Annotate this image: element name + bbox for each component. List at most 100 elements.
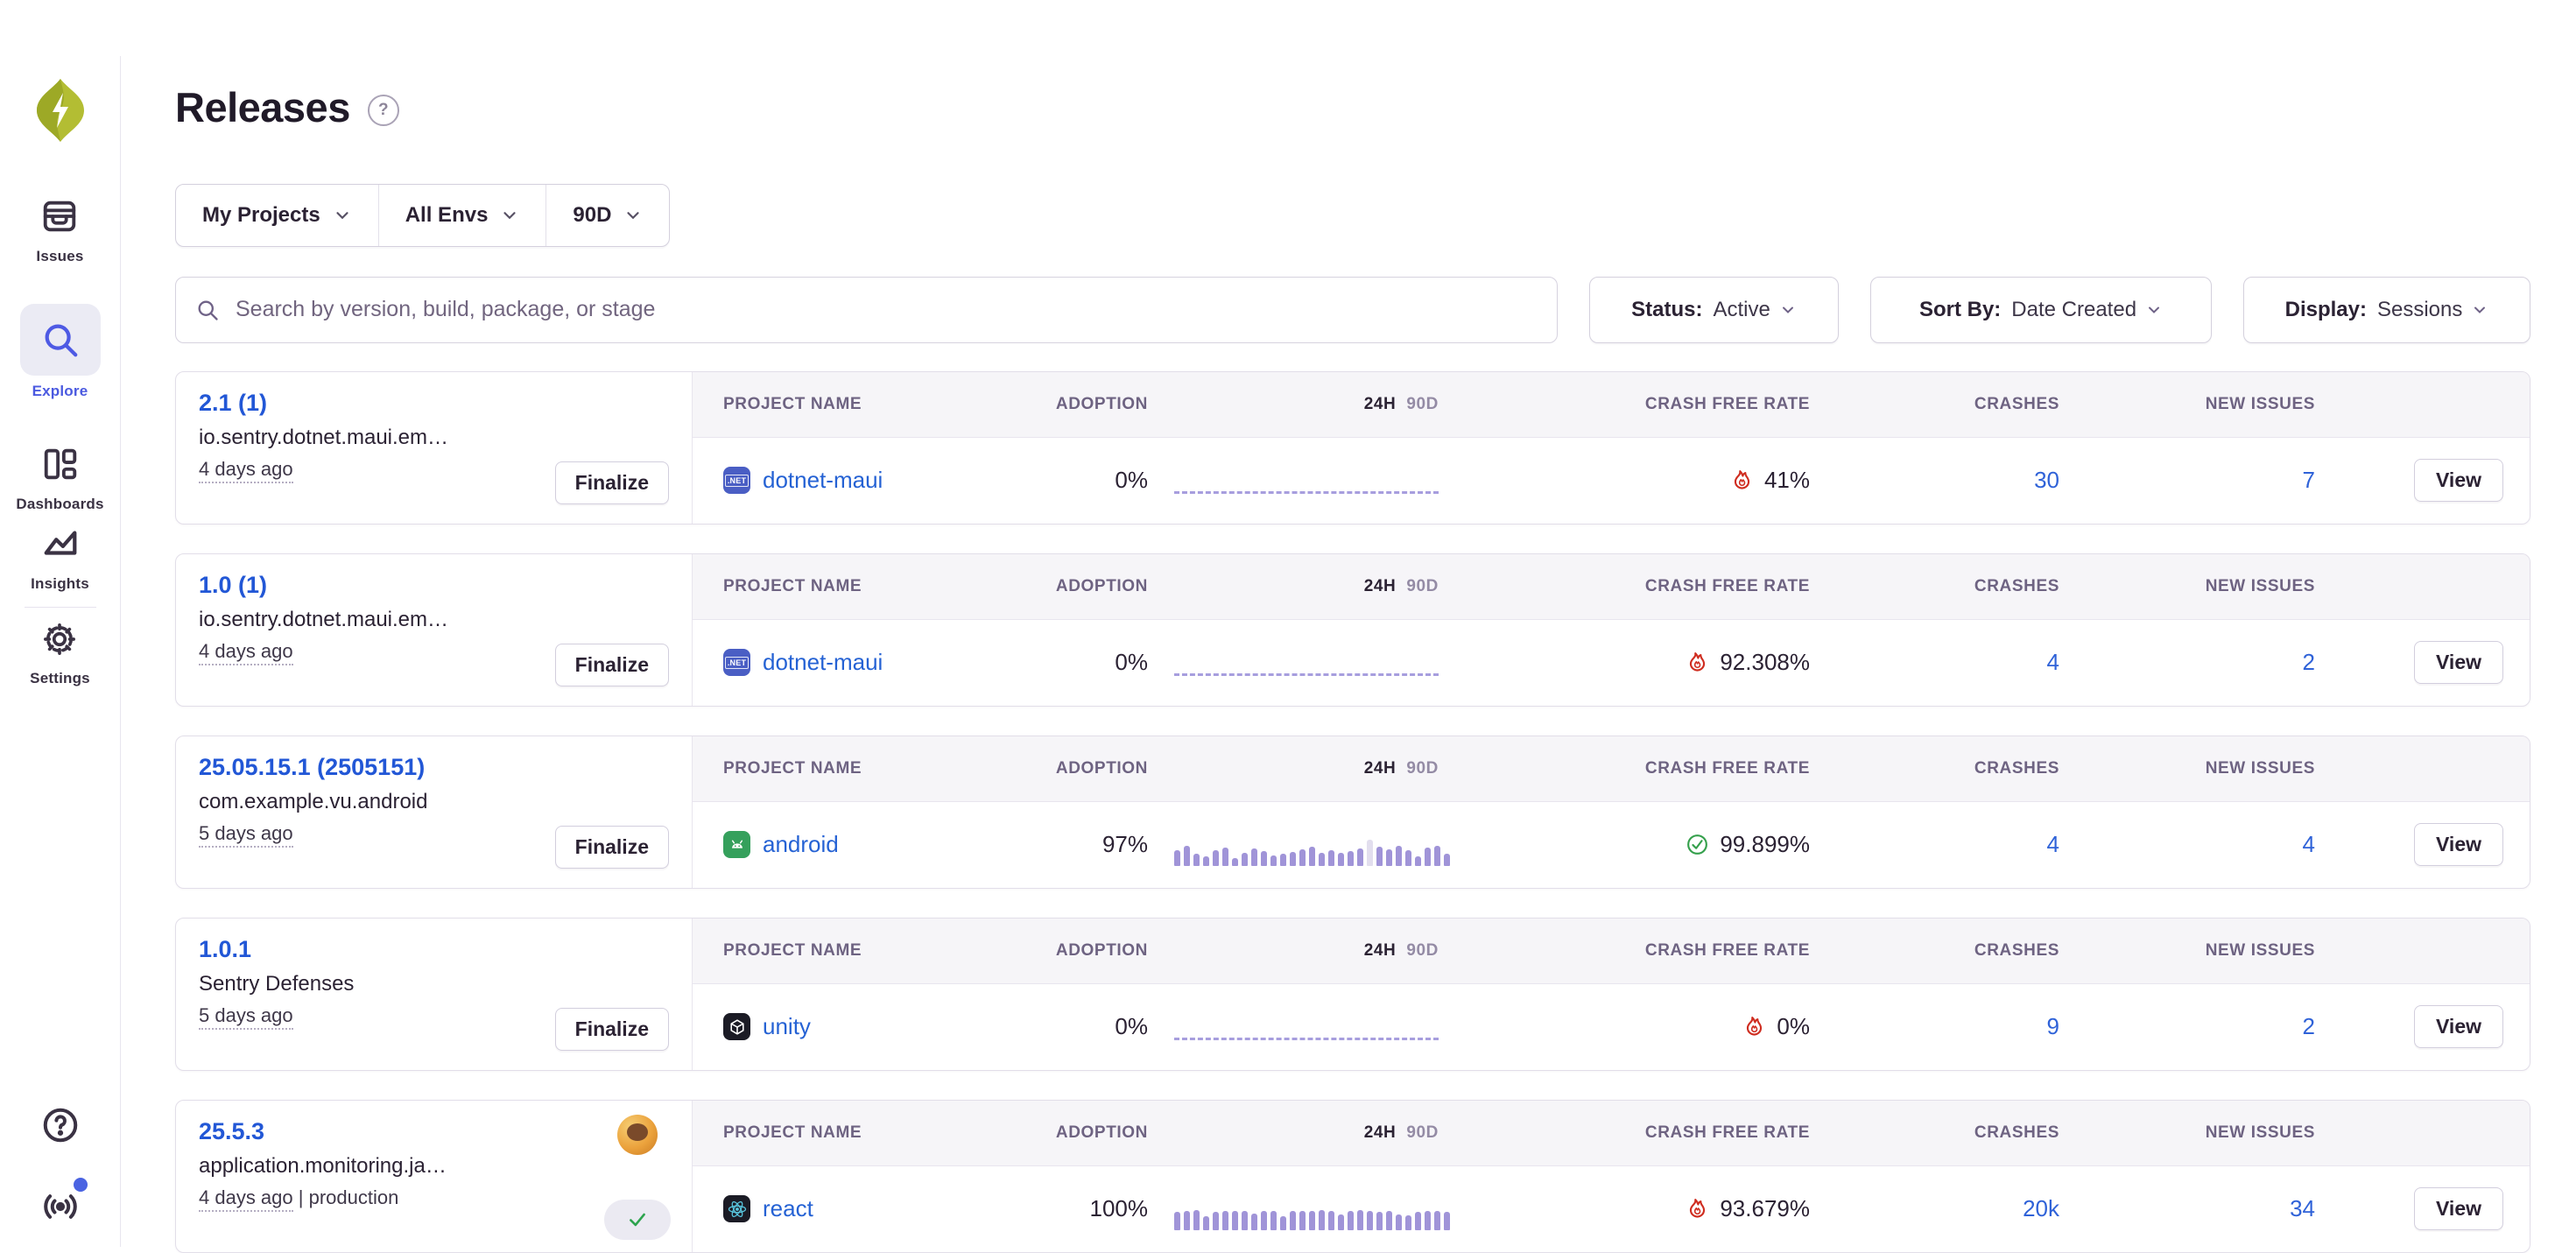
project-link[interactable]: dotnet-maui — [763, 467, 883, 494]
view-button[interactable]: View — [2414, 1187, 2503, 1231]
view-button[interactable]: View — [2414, 641, 2503, 685]
view-button[interactable]: View — [2414, 1005, 2503, 1049]
new-issues-count-link[interactable]: 2 — [2302, 649, 2315, 676]
fire-icon — [1690, 652, 1706, 672]
project-link[interactable]: dotnet-maui — [763, 649, 883, 676]
crashes-count-link[interactable]: 4 — [2046, 649, 2059, 676]
toggle-24h[interactable]: 24H — [1363, 576, 1397, 595]
status-dropdown[interactable]: Status: Active — [1589, 276, 1839, 343]
chevron-down-icon — [503, 212, 517, 220]
crashes-count-link[interactable]: 4 — [2046, 831, 2059, 858]
project-platform-icon: .NET — [723, 1195, 750, 1223]
release-summary: 2.1 (1) io.sentry.dotnet.maui.em… 4 days… — [176, 371, 693, 524]
sidebar-item-dashboards[interactable]: Dashboards — [16, 444, 103, 513]
project-link[interactable]: react — [763, 1195, 813, 1222]
search-input[interactable] — [234, 296, 1538, 324]
col-timerange-toggle: 24H 90D — [1162, 395, 1451, 414]
crash-free-value: 92.308% — [1720, 649, 1810, 676]
release-summary: 1.0.1 Sentry Defenses 5 days ago Finaliz… — [176, 918, 693, 1070]
col-crash-free-rate: CRASH FREE RATE — [1644, 576, 1810, 595]
new-issues-count-link[interactable]: 34 — [2290, 1195, 2315, 1222]
release-version-link[interactable]: 25.5.3 — [199, 1117, 265, 1144]
col-timerange-toggle: 24H 90D — [1162, 1123, 1451, 1143]
project-link[interactable]: android — [763, 831, 839, 858]
toggle-90d[interactable]: 90D — [1406, 940, 1439, 960]
release-version-link[interactable]: 1.0 (1) — [199, 571, 268, 598]
toggle-90d[interactable]: 90D — [1406, 394, 1439, 413]
crashes-count-link[interactable]: 20k — [2023, 1195, 2059, 1222]
view-button[interactable]: View — [2414, 459, 2503, 503]
adoption-sparkline — [1162, 831, 1451, 866]
project-link[interactable]: unity — [763, 1013, 811, 1040]
sidebar-item-settings[interactable]: Settings — [30, 620, 90, 687]
projects-filter-dropdown[interactable]: My Projects — [176, 185, 378, 246]
view-button[interactable]: View — [2414, 823, 2503, 867]
chevron-down-icon — [627, 212, 640, 220]
release-package: Sentry Defenses — [199, 971, 355, 996]
toggle-24h[interactable]: 24H — [1363, 394, 1397, 413]
col-new-issues: NEW ISSUES — [2205, 940, 2315, 960]
sidebar-item-explore[interactable]: Explore — [19, 304, 101, 400]
fire-icon — [1690, 1199, 1706, 1218]
toggle-90d[interactable]: 90D — [1406, 576, 1439, 595]
release-summary: 1.0 (1) io.sentry.dotnet.maui.em… 4 days… — [176, 553, 693, 706]
toggle-24h[interactable]: 24H — [1363, 940, 1397, 960]
new-issues-count-link[interactable]: 7 — [2302, 467, 2315, 494]
release-adopted-badge[interactable] — [604, 1199, 671, 1240]
crashes-count-link[interactable]: 30 — [2034, 467, 2059, 494]
display-dropdown[interactable]: Display: Sessions — [2243, 276, 2530, 343]
release-age-tooltip[interactable]: 5 days ago — [199, 821, 293, 848]
sort-by-dropdown[interactable]: Sort By: Date Created — [1870, 276, 2212, 343]
sidebar-item-insights[interactable]: Insights — [31, 524, 89, 593]
release-version-link[interactable]: 25.05.15.1 (2505151) — [199, 753, 426, 780]
new-issues-count-link[interactable]: 2 — [2302, 1013, 2315, 1040]
crash-free-status-icon — [1742, 1015, 1766, 1038]
release-age: 4 days ago — [199, 457, 669, 483]
new-issues-count-link[interactable]: 4 — [2302, 831, 2315, 858]
release-age-tooltip[interactable]: 5 days ago — [199, 1003, 293, 1030]
col-project-name: PROJECT NAME — [723, 394, 862, 413]
release-project-table: PROJECT NAME ADOPTION 24H 90D CRASH FREE… — [693, 736, 2530, 888]
react-icon — [728, 1200, 746, 1218]
crashes-count-link[interactable]: 9 — [2046, 1013, 2059, 1040]
release-card: 25.5.3 application.monitoring.ja… 4 days… — [175, 1099, 2530, 1253]
finalize-button[interactable]: Finalize — [554, 461, 669, 504]
release-package: application.monitoring.ja… — [199, 1153, 447, 1178]
release-list: 2.1 (1) io.sentry.dotnet.maui.em… 4 days… — [175, 370, 2530, 1253]
release-meta — [604, 1114, 671, 1240]
project-platform-icon: .NET — [723, 467, 750, 495]
search-icon — [198, 300, 218, 320]
sentry-logo[interactable] — [33, 77, 88, 144]
broadcast-icon[interactable] — [40, 1178, 88, 1231]
release-summary: 25.05.15.1 (2505151) com.example.vu.andr… — [176, 736, 693, 888]
release-age-tooltip[interactable]: 4 days ago — [199, 639, 293, 665]
help-icon[interactable] — [40, 1105, 81, 1150]
toggle-90d[interactable]: 90D — [1406, 1123, 1439, 1142]
page-help-icon[interactable]: ? — [367, 94, 399, 126]
release-age-tooltip[interactable]: 4 days ago — [199, 457, 293, 483]
release-age-tooltip[interactable]: 4 days ago — [199, 1186, 293, 1212]
toggle-90d[interactable]: 90D — [1406, 758, 1439, 778]
col-crashes: CRASHES — [1974, 576, 2059, 595]
col-timerange-toggle: 24H 90D — [1162, 759, 1451, 778]
dashboards-icon — [40, 444, 81, 489]
col-new-issues: NEW ISSUES — [2205, 758, 2315, 778]
finalize-button[interactable]: Finalize — [554, 1007, 669, 1051]
finalize-button[interactable]: Finalize — [554, 825, 669, 869]
release-version-link[interactable]: 2.1 (1) — [199, 389, 268, 416]
sidebar-item-issues[interactable]: Issues — [36, 196, 83, 265]
col-project-name: PROJECT NAME — [723, 758, 862, 778]
col-new-issues: NEW ISSUES — [2205, 394, 2315, 413]
release-author-avatar[interactable] — [617, 1114, 658, 1155]
toggle-24h[interactable]: 24H — [1363, 758, 1397, 778]
col-project-name: PROJECT NAME — [723, 940, 862, 960]
sidebar-item-label: Explore — [32, 383, 88, 399]
finalize-button[interactable]: Finalize — [554, 643, 669, 686]
toggle-24h[interactable]: 24H — [1363, 1123, 1397, 1142]
release-version-link[interactable]: 1.0.1 — [199, 935, 252, 962]
android-icon — [731, 840, 743, 848]
release-project-table: PROJECT NAME ADOPTION 24H 90D CRASH FREE… — [693, 371, 2530, 524]
release-card: 2.1 (1) io.sentry.dotnet.maui.em… 4 days… — [175, 370, 2530, 524]
environment-filter-dropdown[interactable]: All Envs — [377, 184, 546, 246]
date-range-dropdown[interactable]: 90D — [545, 184, 669, 246]
